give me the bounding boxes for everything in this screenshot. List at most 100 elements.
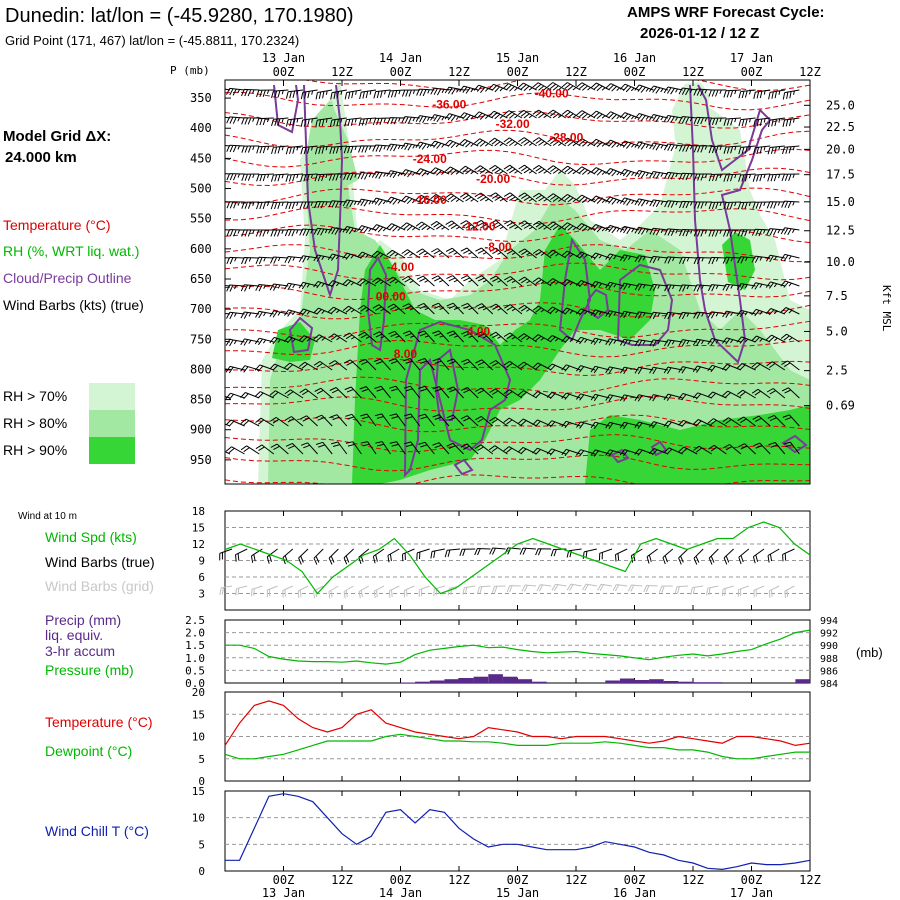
cross-section-panel: -40.00 -36.00 -32.00 -28.00 -24.00 -20.00 -16.… [190, 51, 855, 485]
upper-wind-barb [298, 281, 318, 290]
upper-wind-barb [474, 219, 494, 231]
upper-wind-barb [503, 389, 523, 399]
surface-wind-barb [250, 548, 263, 563]
upper-wind-barb [431, 248, 450, 259]
top-time-tick-label: 00Z [507, 65, 529, 79]
top-date-label: 13 Jan [262, 51, 305, 65]
upper-wind-barb [343, 332, 362, 343]
upper-wind-barb [634, 198, 654, 207]
upper-wind-barb [692, 419, 713, 427]
upper-wind-barb [780, 307, 800, 315]
upper-wind-barb [240, 365, 260, 373]
upper-wind-barb [619, 254, 639, 262]
upper-wind-barb [532, 362, 552, 371]
upper-wind-barb [387, 89, 406, 98]
upper-wind-barb [619, 197, 639, 206]
precip-bar [502, 676, 518, 683]
upper-wind-barb [517, 361, 537, 371]
height-tick-label: 20.0 [826, 142, 855, 156]
upper-wind-barb [649, 339, 669, 347]
upper-wind-barb [226, 201, 245, 209]
surface-wind-barb [372, 548, 385, 564]
y-tick-label: 10 [192, 812, 205, 825]
upper-wind-barb [751, 335, 771, 343]
upper-wind-barb [357, 251, 377, 259]
isotherm-label: 4.00 [467, 324, 491, 338]
upper-wind-barb [708, 201, 727, 210]
upper-wind-barb [649, 85, 669, 94]
top-time-tick-label: 12Z [799, 65, 821, 79]
y2-tick-label: 994 [820, 616, 838, 627]
upper-wind-barb [444, 86, 464, 95]
upper-wind-barb [561, 193, 581, 203]
isotherm-line [225, 205, 810, 224]
surface-wind-barb-grid [477, 585, 491, 594]
upper-wind-barb [546, 306, 567, 315]
upper-wind-barb [475, 387, 494, 399]
upper-wind-barb [561, 165, 581, 175]
upper-wind-barb [590, 309, 610, 317]
top-time-tick-label: 12Z [448, 65, 470, 79]
upper-wind-barb [386, 170, 406, 179]
legend-rh70: RH > 70% [3, 388, 67, 404]
isotherm-line [225, 110, 810, 129]
upper-wind-barb [313, 334, 333, 343]
upper-wind-barb [403, 413, 421, 427]
precip-bar [663, 681, 679, 683]
model-grid-label: Model Grid ΔX: [3, 128, 111, 145]
upper-wind-barb [766, 201, 785, 209]
page-title: Dunedin: lat/lon = (-45.9280, 170.1980) [5, 5, 354, 27]
surface-wind-barb-grid [643, 585, 658, 593]
legend-wind-barbs: Wind Barbs (kts) (true) [3, 297, 144, 313]
upper-wind-barb [723, 145, 742, 154]
upper-wind-barb [503, 164, 523, 175]
isotherm-line [225, 148, 810, 168]
y2-tick-label: 984 [820, 679, 838, 690]
surface-wind-barb-grid [658, 585, 673, 593]
upper-wind-barb [547, 221, 567, 231]
upper-wind-barb [342, 305, 362, 315]
upper-wind-barb [416, 248, 435, 259]
upper-wind-barb [782, 117, 800, 128]
surface-wind-barb [343, 548, 354, 565]
upper-wind-barb [707, 364, 727, 373]
bottom-date-label: 17 Jan [730, 886, 773, 900]
y-tick-label: 2.0 [185, 627, 205, 640]
precip-bar [693, 682, 708, 683]
y-tick-label: 18 [192, 505, 205, 518]
surface-wind-barb-grid [768, 585, 780, 598]
upper-wind-barb [678, 116, 698, 124]
upper-wind-barb [255, 229, 274, 237]
upper-wind-barb [780, 280, 800, 288]
upper-wind-barb [315, 414, 333, 427]
precip-bar [473, 676, 489, 683]
isotherm-line [225, 91, 810, 111]
upper-wind-barb [532, 164, 552, 175]
upper-wind-barb [590, 337, 610, 345]
dewpoint-line [224, 733, 810, 760]
upper-wind-barb [329, 117, 347, 127]
isotherm-line [225, 434, 810, 453]
upper-wind-barb [359, 386, 377, 399]
pressure-tick-label: 650 [190, 272, 212, 286]
pressure-tick-label: 350 [190, 91, 212, 105]
upper-wind-barb [327, 280, 347, 288]
upper-wind-barb [358, 358, 377, 371]
surface-wind-barb-grid [521, 584, 537, 592]
upper-wind-barb [766, 388, 786, 399]
dewpoint-legend: Dewpoint (°C) [45, 743, 132, 759]
upper-wind-barb [271, 89, 289, 99]
upper-wind-barb [783, 441, 800, 455]
upper-wind-barb [767, 173, 785, 182]
upper-wind-barb [254, 391, 275, 399]
upper-wind-barb [561, 307, 581, 315]
bottom-date-label: 15 Jan [496, 886, 539, 900]
upper-wind-barb [388, 330, 406, 343]
upper-wind-barb [284, 229, 304, 237]
height-tick-label: 17.5 [826, 168, 855, 182]
y-tick-label: 5 [198, 753, 205, 766]
upper-wind-barb [240, 445, 260, 455]
upper-wind-barb [751, 255, 771, 263]
upper-wind-barb [561, 250, 581, 259]
upper-wind-barb [576, 251, 596, 259]
